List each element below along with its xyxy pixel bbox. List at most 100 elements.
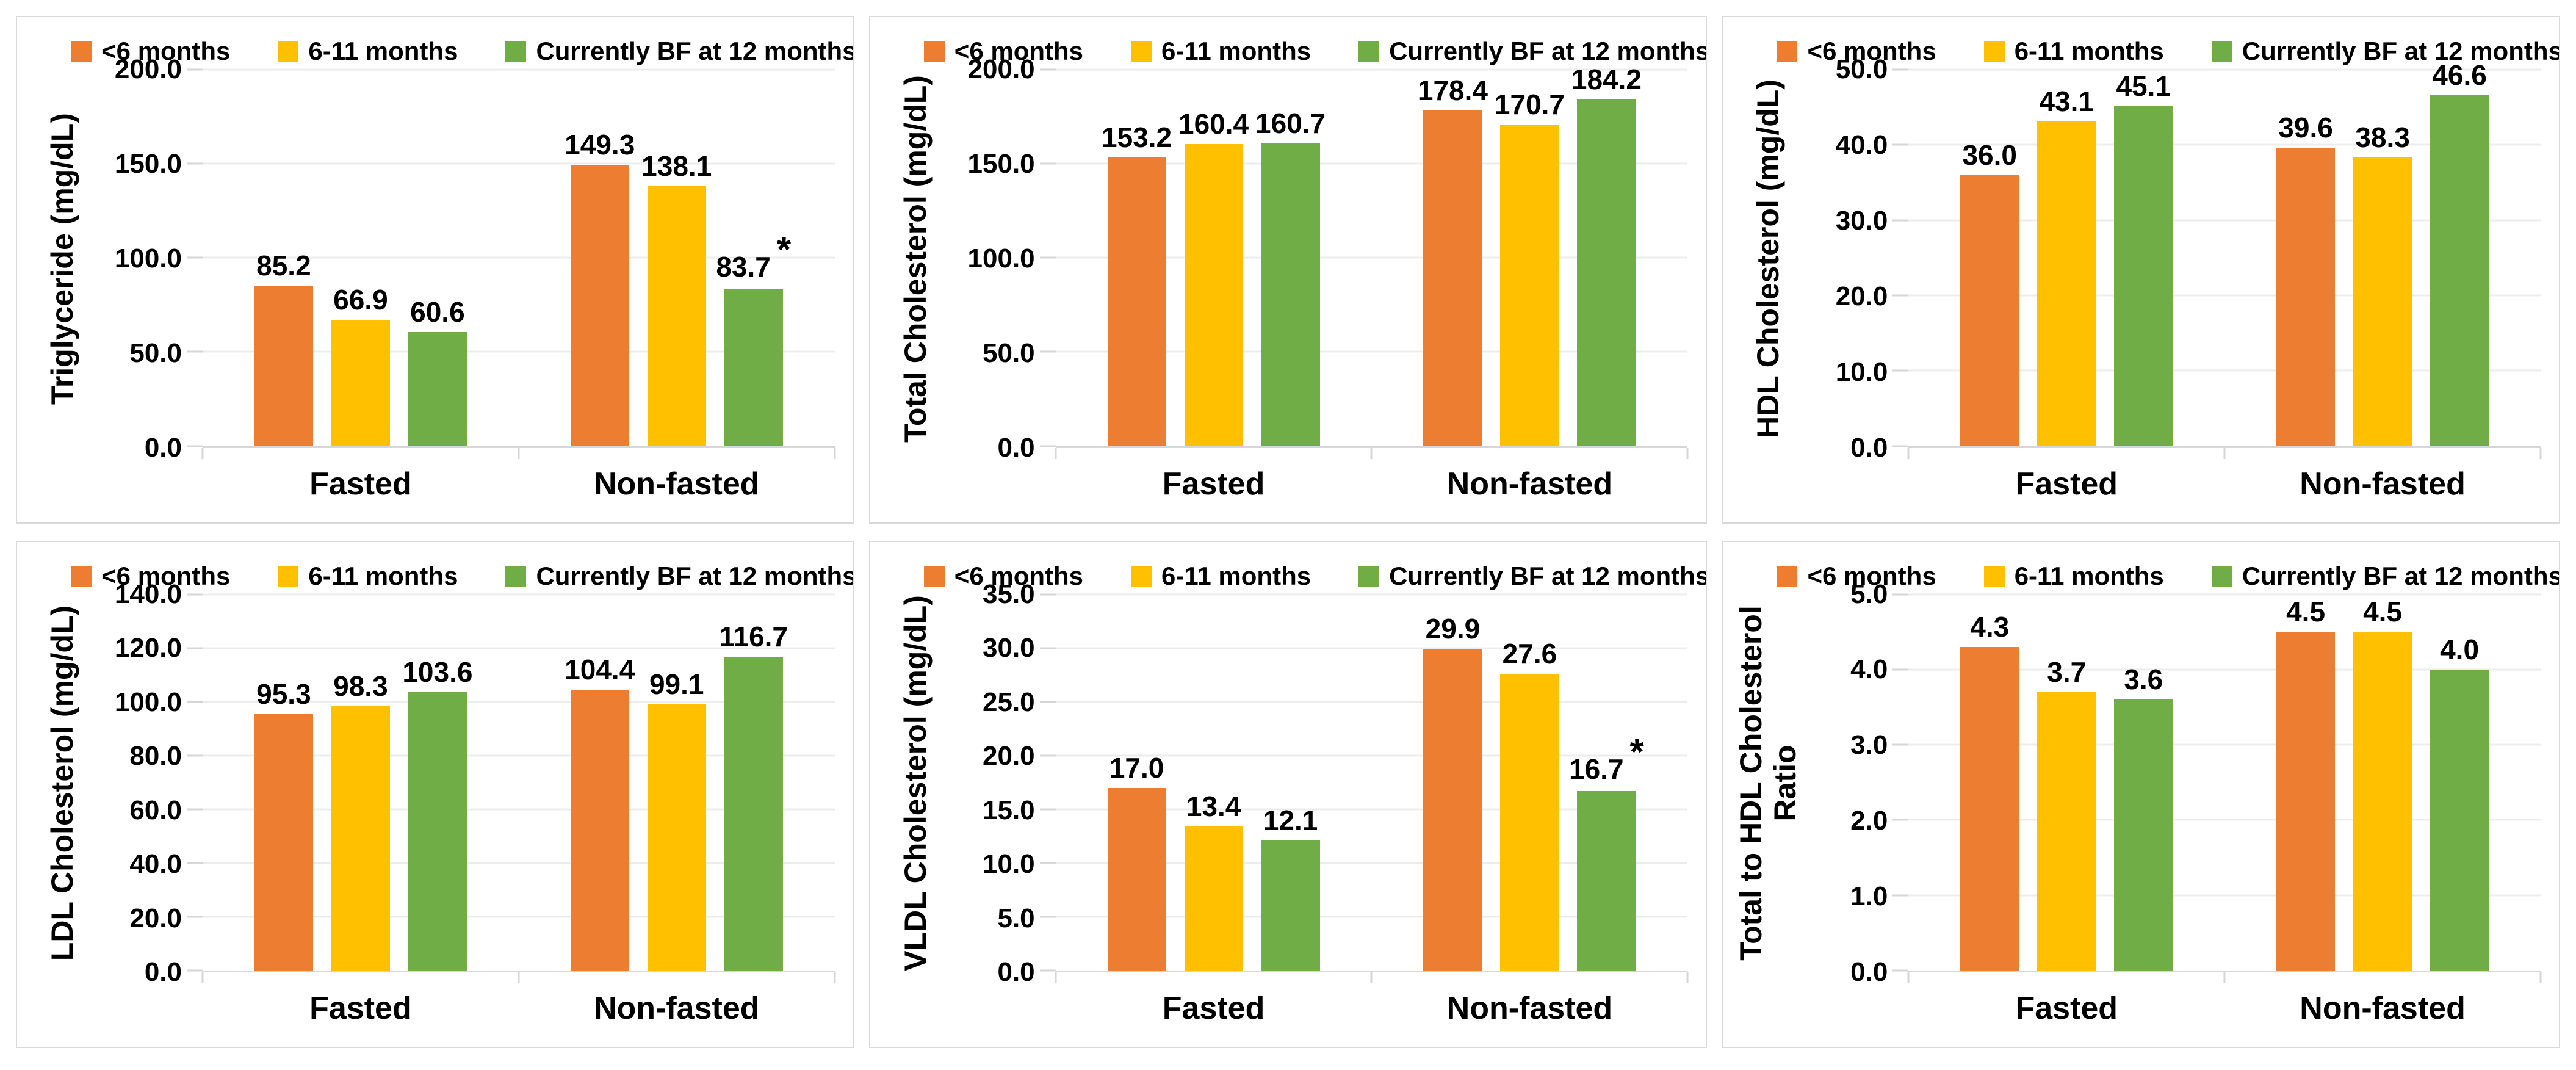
bar-value-text: 66.9 xyxy=(333,284,388,316)
bar-value-text: 17.0 xyxy=(1109,751,1164,784)
x-axis-labels: Fasted Non-fasted xyxy=(1056,448,1688,512)
chart-body: Total to HDL Cholesterol Ratio 5.0 4.0 3.0 2.… xyxy=(1731,579,2542,1036)
y-tick-label: 100.0 xyxy=(967,243,1035,273)
bar-value-label: 36.0 xyxy=(1962,141,2017,169)
legend-label: Currently BF at 12 months xyxy=(2242,37,2560,65)
y-tick-mark xyxy=(187,754,203,757)
legend-item: <6 months xyxy=(923,562,1083,591)
x-axis-labels: Fasted Non-fasted xyxy=(1908,972,2541,1036)
y-axis-title-line: Total Cholesterol (mg/dL) xyxy=(898,74,933,443)
bar-group-non-fasted: 39.6 38.3 46.6 xyxy=(2224,61,2541,446)
bar-value-label: 29.9 xyxy=(1426,615,1481,643)
bar: 4.5 xyxy=(2353,598,2412,971)
y-axis-title: Triglyceride (mg/dL) xyxy=(26,70,99,448)
plot-area: 36.0 43.1 45.1 39.6 38.3 46.6 xyxy=(1892,61,2542,459)
y-tick-mark xyxy=(1039,593,1056,595)
bar-group-fasted: 95.3 98.3 103.6 xyxy=(203,595,519,971)
bar-groups: 17.0 13.4 12.1 29.9 27.6 16.7 * xyxy=(1056,595,1688,971)
bar-value-label: 39.6 xyxy=(2278,114,2333,142)
y-tick-mark xyxy=(187,68,203,71)
x-axis-labels: Fasted Non-fasted xyxy=(1908,448,2541,512)
legend-label: <6 months xyxy=(954,37,1084,65)
bar-value-text: 38.3 xyxy=(2355,121,2410,154)
y-tick-mark xyxy=(1892,819,1909,821)
y-tick-label: 10.0 xyxy=(983,849,1035,879)
y-tick-label: 30.0 xyxy=(983,633,1035,663)
y-tick-mark xyxy=(187,445,203,447)
category-tick-mark xyxy=(1370,447,1373,459)
bar: 153.2 xyxy=(1102,123,1172,446)
legend-label: 6-11 months xyxy=(1161,37,1311,65)
bar-value-label: 12.1 xyxy=(1263,806,1318,834)
bar: 149.3 xyxy=(565,131,635,446)
legend-swatch-icon xyxy=(1983,565,2005,587)
legend-label: <6 months xyxy=(101,561,231,590)
y-tick-mark xyxy=(1039,916,1056,918)
y-tick-label: 0.0 xyxy=(1850,957,1888,987)
y-tick-label: 25.0 xyxy=(983,687,1035,717)
bar: 43.1 xyxy=(2037,87,2096,446)
y-tick-label: 15.0 xyxy=(983,795,1035,825)
bar-value-label: 66.9 xyxy=(333,286,388,314)
bar: 12.1 xyxy=(1261,806,1320,971)
y-tick-label: 0.0 xyxy=(997,432,1035,463)
bar-group-fasted: 153.2 160.4 160.7 xyxy=(1056,70,1372,446)
bar-value-label: 46.6 xyxy=(2432,61,2487,89)
gridline xyxy=(1908,294,2541,297)
y-tick-mark xyxy=(1892,445,1909,447)
y-tick-label: 50.0 xyxy=(1835,54,1888,84)
y-tick-mark xyxy=(187,808,203,811)
bar: 13.4 xyxy=(1184,792,1243,971)
gridline xyxy=(1908,743,2541,746)
bar-value-text: 85.2 xyxy=(256,249,311,281)
y-tick-label: 20.0 xyxy=(129,903,182,933)
bar-value-text: 3.7 xyxy=(2047,656,2087,688)
legend-item: <6 months xyxy=(1777,562,1936,591)
y-tick-mark xyxy=(187,916,203,918)
bar-value-label: 160.4 xyxy=(1178,110,1249,138)
bar: 17.0 xyxy=(1107,754,1166,971)
gridline xyxy=(1055,754,1688,757)
category-tick-mark xyxy=(1055,972,1057,983)
y-tick-label: 0.0 xyxy=(997,957,1035,987)
bar-value-label: 43.1 xyxy=(2039,87,2094,115)
gridline xyxy=(1908,668,2541,671)
bar-value-label: 99.1 xyxy=(649,670,704,698)
chart-panel-3: <6 months 6-11 months Currently BF at 12 m… xyxy=(1722,16,2560,524)
y-tick-label: 0.0 xyxy=(144,957,182,987)
legend-label: 6-11 months xyxy=(308,37,458,65)
legend-swatch-icon xyxy=(1131,41,1152,62)
bar-value-text: 36.0 xyxy=(1962,139,2017,171)
y-tick-mark xyxy=(1039,68,1056,71)
y-tick-mark xyxy=(1892,143,1909,146)
y-tick-label: 200.0 xyxy=(114,54,182,84)
legend-item: Currently BF at 12 months xyxy=(2211,37,2560,66)
y-tick-label: 5.0 xyxy=(997,903,1035,933)
y-tick-label: 2.0 xyxy=(1850,806,1888,836)
bar-group-non-fasted: 178.4 170.7 184.2 xyxy=(1372,65,1688,446)
bar: 3.6 xyxy=(2114,665,2173,971)
bar: 29.9 xyxy=(1423,615,1482,971)
bar-value-label: 178.4 xyxy=(1418,76,1488,104)
legend-swatch-icon xyxy=(2211,41,2232,62)
bar-value-text: 29.9 xyxy=(1425,613,1481,645)
y-tick-label: 80.0 xyxy=(129,741,182,771)
bar-value-text: 43.1 xyxy=(2039,85,2094,118)
gridline xyxy=(1055,916,1688,918)
bar: 98.3 xyxy=(331,672,390,971)
bar: 83.7 * xyxy=(716,231,791,446)
bar: 3.7 xyxy=(2037,658,2096,971)
y-tick-mark xyxy=(1039,445,1056,447)
legend-label: 6-11 months xyxy=(1161,561,1311,590)
y-tick-label: 100.0 xyxy=(114,243,182,273)
bar: 85.2 xyxy=(254,251,313,446)
bar: 38.3 xyxy=(2353,123,2412,446)
legend-item: Currently BF at 12 months xyxy=(2211,562,2559,591)
legend: <6 months 6-11 months Currently BF at 12 m… xyxy=(1731,551,2559,595)
legend-item: 6-11 months xyxy=(1131,562,1311,591)
legend-swatch-icon xyxy=(1358,41,1380,62)
bar-value-text: 98.3 xyxy=(333,670,388,703)
category-tick-mark xyxy=(2539,972,2542,983)
y-axis: 50.0 40.0 30.0 20.0 10.0 0.0 xyxy=(1805,54,1908,463)
